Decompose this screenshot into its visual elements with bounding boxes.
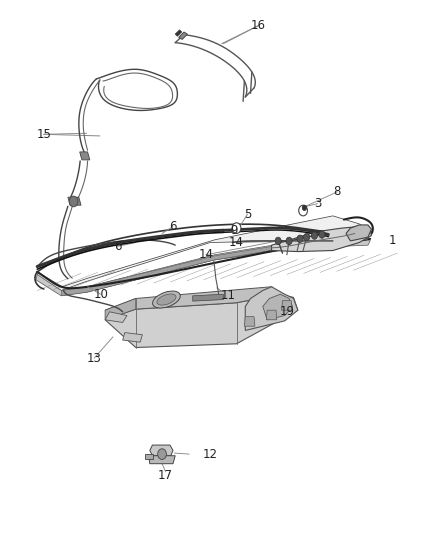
Polygon shape [263, 294, 293, 320]
Polygon shape [193, 294, 223, 301]
Polygon shape [282, 301, 292, 310]
Text: 5: 5 [244, 208, 251, 221]
Polygon shape [61, 244, 289, 296]
Text: 13: 13 [87, 352, 102, 365]
Text: 14: 14 [229, 236, 244, 249]
Polygon shape [105, 294, 298, 348]
Polygon shape [150, 445, 173, 456]
Circle shape [69, 196, 78, 207]
Circle shape [275, 237, 281, 245]
Text: 6: 6 [169, 220, 177, 233]
Polygon shape [105, 312, 127, 322]
Polygon shape [272, 227, 371, 252]
Polygon shape [149, 456, 175, 464]
Text: 10: 10 [93, 288, 108, 301]
Circle shape [232, 223, 241, 233]
Polygon shape [105, 298, 136, 320]
Circle shape [304, 233, 310, 241]
Circle shape [299, 205, 307, 216]
Polygon shape [346, 225, 371, 241]
Ellipse shape [152, 291, 180, 308]
Polygon shape [68, 197, 81, 205]
Text: 8: 8 [334, 185, 341, 198]
Text: 3: 3 [314, 197, 321, 210]
Text: 1: 1 [388, 235, 396, 247]
Text: 14: 14 [198, 248, 213, 261]
Circle shape [319, 231, 325, 238]
Text: 17: 17 [158, 469, 173, 482]
Polygon shape [80, 152, 90, 160]
Polygon shape [145, 454, 153, 459]
Text: 9: 9 [230, 224, 238, 237]
Circle shape [311, 232, 318, 239]
Polygon shape [37, 216, 372, 290]
Polygon shape [175, 30, 182, 36]
Polygon shape [123, 333, 142, 342]
Text: 6: 6 [114, 240, 122, 253]
Text: 16: 16 [251, 19, 266, 32]
Polygon shape [266, 310, 277, 320]
Ellipse shape [157, 294, 176, 305]
Text: 15: 15 [36, 128, 51, 141]
Text: 19: 19 [279, 305, 294, 318]
Circle shape [158, 449, 166, 459]
Polygon shape [245, 287, 298, 330]
Polygon shape [179, 32, 187, 39]
Circle shape [302, 205, 307, 211]
Circle shape [297, 235, 303, 243]
Polygon shape [36, 237, 370, 296]
Circle shape [286, 237, 292, 245]
Text: 12: 12 [203, 448, 218, 461]
Text: 11: 11 [220, 289, 235, 302]
Polygon shape [244, 317, 255, 326]
Polygon shape [105, 287, 280, 310]
